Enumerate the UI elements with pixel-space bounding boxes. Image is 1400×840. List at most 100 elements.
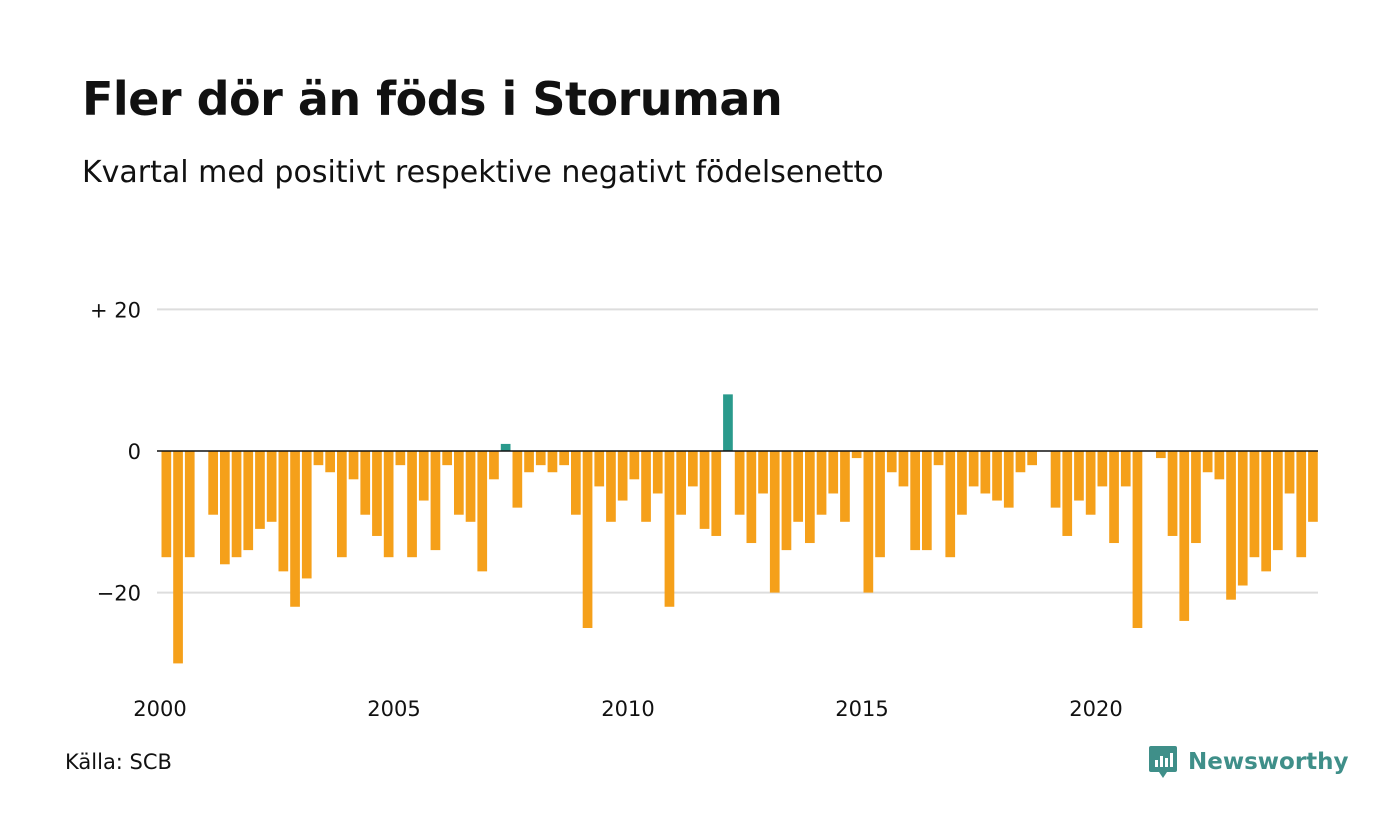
bar — [980, 451, 991, 494]
bar — [758, 451, 768, 494]
bar — [255, 451, 265, 529]
bar — [992, 451, 1002, 501]
bar — [1308, 451, 1318, 522]
bar — [1296, 451, 1307, 558]
bar — [922, 451, 932, 551]
bar — [278, 451, 289, 572]
bar — [360, 451, 371, 515]
bar — [243, 451, 254, 551]
bar — [559, 451, 569, 466]
x-tick-label: 2000 — [133, 697, 186, 721]
bar — [301, 451, 312, 579]
bar — [231, 451, 242, 558]
bar — [500, 443, 511, 451]
bar — [1156, 451, 1166, 459]
bar — [723, 394, 733, 451]
bar — [477, 451, 488, 572]
x-tick-label: 2020 — [1069, 697, 1122, 721]
bar — [617, 451, 628, 501]
bar — [1050, 451, 1061, 508]
bar — [465, 451, 476, 522]
bar — [220, 451, 230, 565]
bar — [372, 451, 382, 536]
bar — [1132, 451, 1143, 628]
bar — [1237, 451, 1248, 586]
brand-name: Newsworthy — [1188, 749, 1349, 775]
bar — [793, 451, 803, 522]
bar — [1273, 451, 1283, 551]
bar — [863, 451, 874, 593]
bar — [1120, 451, 1131, 487]
bar — [512, 451, 523, 508]
bar — [1109, 451, 1119, 544]
bar — [1214, 451, 1225, 480]
bar — [582, 451, 593, 628]
bar-chart-icon — [1149, 746, 1177, 778]
bar — [208, 451, 218, 515]
x-tick-label: 2010 — [601, 697, 654, 721]
bar — [290, 451, 300, 607]
bar — [816, 451, 827, 515]
bar — [266, 451, 277, 522]
bar — [1167, 451, 1178, 536]
bar — [1249, 451, 1260, 558]
y-tick-label: + 20 — [90, 298, 141, 322]
bar — [769, 451, 780, 593]
x-tick-label: 2015 — [835, 697, 888, 721]
bar — [652, 451, 663, 494]
bar — [699, 451, 710, 529]
bar — [910, 451, 920, 551]
bar — [348, 451, 359, 480]
bar — [676, 451, 686, 515]
bar — [454, 451, 464, 515]
bar — [313, 451, 324, 466]
bar — [957, 451, 967, 515]
bar — [442, 451, 452, 466]
bar — [875, 451, 885, 558]
bar — [711, 451, 722, 536]
newsworthy-logo: Newsworthy — [1148, 744, 1349, 780]
bar — [418, 451, 429, 501]
bar — [430, 451, 441, 551]
bar — [886, 451, 897, 473]
bar — [1074, 451, 1084, 501]
bar — [664, 451, 675, 607]
x-tick-label: 2005 — [367, 697, 420, 721]
bar — [851, 451, 862, 459]
bar — [945, 451, 956, 558]
y-tick-label: −20 — [97, 582, 141, 606]
bar — [781, 451, 792, 551]
chart-title: Fler dör än föds i Storuman — [82, 72, 783, 126]
bar — [688, 451, 698, 487]
bar — [606, 451, 616, 522]
bar — [161, 451, 172, 558]
bar — [746, 451, 757, 544]
bar — [489, 451, 499, 480]
bar — [1027, 451, 1037, 466]
bar — [571, 451, 581, 515]
source-note: Källa: SCB — [65, 750, 172, 774]
bar — [407, 451, 417, 558]
bar — [547, 451, 558, 473]
bar — [629, 451, 640, 480]
bar — [535, 451, 546, 466]
bar — [594, 451, 605, 487]
bar — [1261, 451, 1271, 572]
bar — [1003, 451, 1014, 508]
bar — [524, 451, 534, 473]
bar — [1202, 451, 1213, 473]
bar — [1191, 451, 1201, 544]
bar — [1097, 451, 1108, 487]
bar — [1226, 451, 1236, 600]
bar — [933, 451, 944, 466]
bar — [325, 451, 335, 473]
chart-subtitle: Kvartal med positivt respektive negativt… — [82, 155, 884, 190]
bar — [184, 451, 195, 558]
bar — [898, 451, 909, 487]
bar — [173, 451, 183, 664]
bar — [805, 451, 815, 544]
bar — [1062, 451, 1073, 536]
bar — [383, 451, 394, 558]
bar — [395, 451, 406, 466]
